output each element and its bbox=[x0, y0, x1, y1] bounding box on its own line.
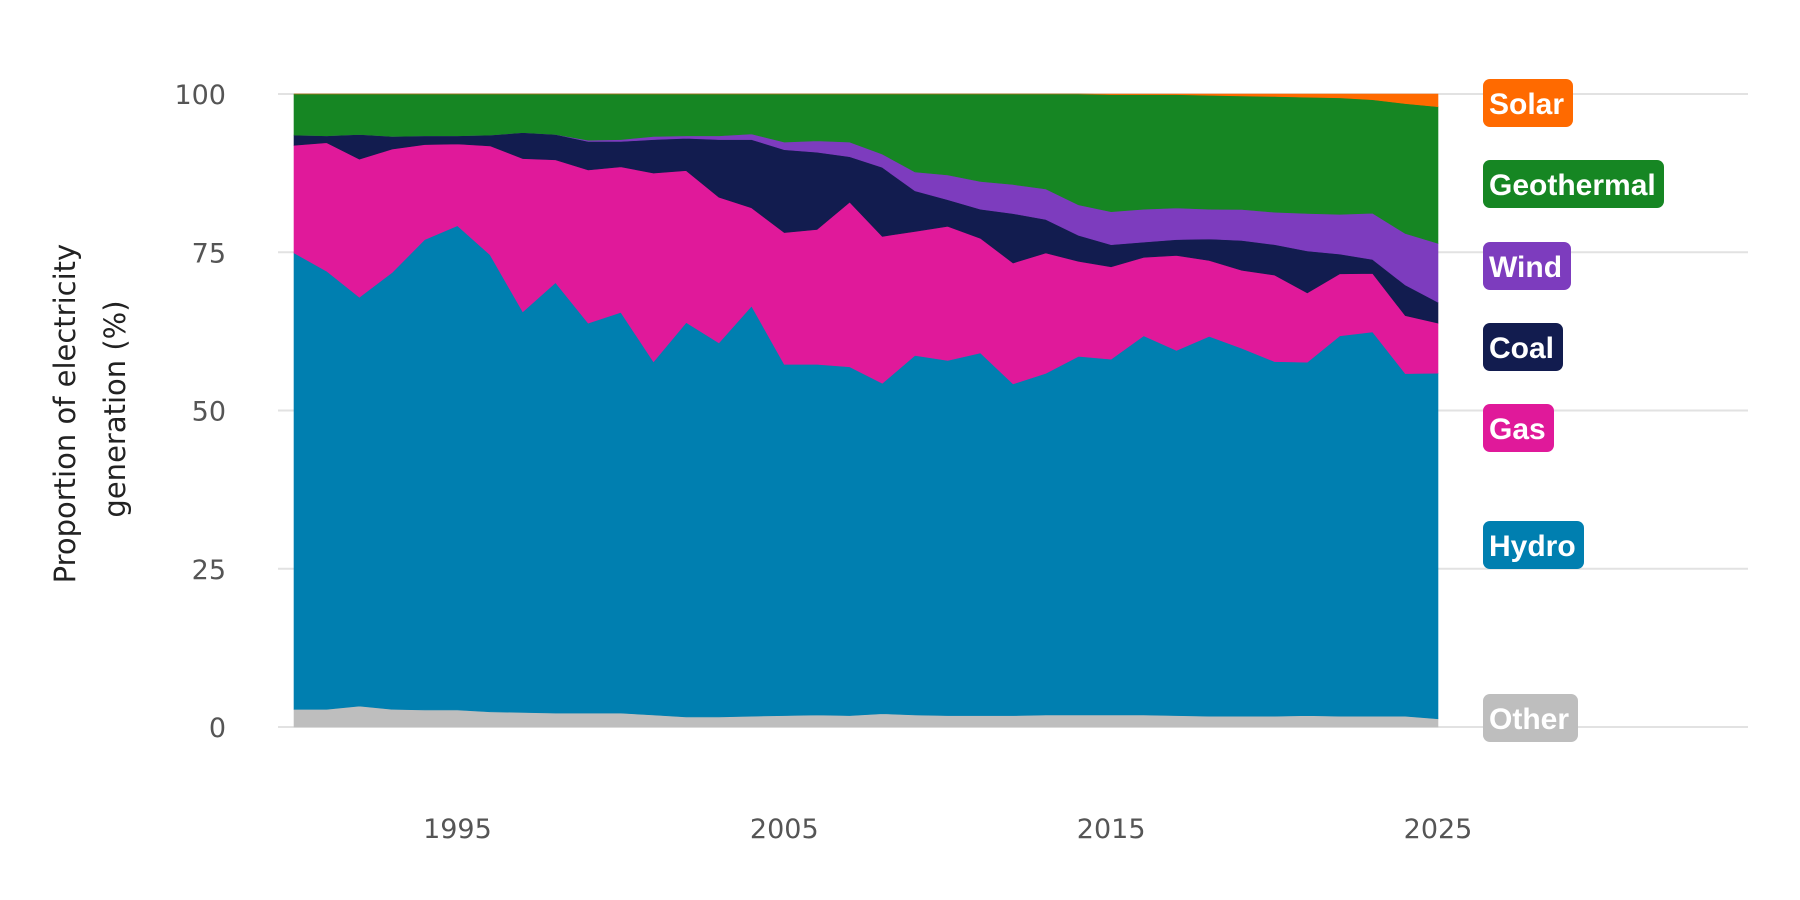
legend-badge-hydro bbox=[1483, 521, 1584, 569]
legend-item-wind: Wind bbox=[1483, 242, 1571, 290]
y-tick-label-0: 0 bbox=[209, 713, 226, 744]
legend: Solar Geothermal Wind Coal Gas Hydro Other bbox=[1483, 79, 1664, 742]
legend-item-solar: Solar bbox=[1483, 79, 1573, 127]
x-axis-ticks: 1995 2005 2015 2025 bbox=[423, 814, 1472, 845]
y-tick-label-75: 75 bbox=[192, 238, 226, 269]
legend-item-gas: Gas bbox=[1483, 404, 1554, 452]
x-tick-label-2005: 2005 bbox=[750, 814, 819, 845]
legend-label-solar: Solar bbox=[1489, 88, 1564, 121]
legend-badge-coal bbox=[1483, 323, 1563, 371]
x-tick-label-2025: 2025 bbox=[1404, 814, 1473, 845]
legend-item-geothermal: Geothermal bbox=[1483, 160, 1664, 208]
y-axis-ticks: 0 25 50 75 100 bbox=[174, 80, 226, 744]
legend-badge-gas bbox=[1483, 404, 1554, 452]
series-areas bbox=[293, 93, 1439, 728]
x-tick-label-2015: 2015 bbox=[1077, 814, 1146, 845]
legend-item-coal: Coal bbox=[1483, 323, 1563, 371]
y-tick-label-50: 50 bbox=[192, 397, 226, 428]
legend-item-hydro: Hydro bbox=[1483, 521, 1584, 569]
y-axis-title-line-2: generation (%) bbox=[98, 300, 132, 517]
legend-label-hydro: Hydro bbox=[1489, 530, 1576, 563]
legend-item-other: Other bbox=[1483, 694, 1578, 742]
legend-label-geothermal: Geothermal bbox=[1489, 169, 1656, 202]
legend-label-wind: Wind bbox=[1489, 251, 1562, 284]
y-axis-title: Proportion of electricity generation (%) bbox=[48, 235, 132, 584]
legend-badge-other bbox=[1483, 694, 1578, 742]
legend-badge-solar bbox=[1483, 79, 1573, 127]
x-tick-label-1995: 1995 bbox=[423, 814, 492, 845]
legend-label-other: Other bbox=[1489, 703, 1569, 736]
y-axis-title-line-1: Proportion of electricity bbox=[48, 244, 82, 584]
area-solar bbox=[294, 93, 1439, 108]
legend-label-coal: Coal bbox=[1489, 332, 1554, 365]
y-tick-label-100: 100 bbox=[174, 80, 226, 111]
legend-badge-geothermal bbox=[1483, 160, 1664, 208]
y-tick-label-25: 25 bbox=[192, 555, 226, 586]
legend-label-gas: Gas bbox=[1489, 413, 1546, 446]
legend-badge-wind bbox=[1483, 242, 1571, 290]
